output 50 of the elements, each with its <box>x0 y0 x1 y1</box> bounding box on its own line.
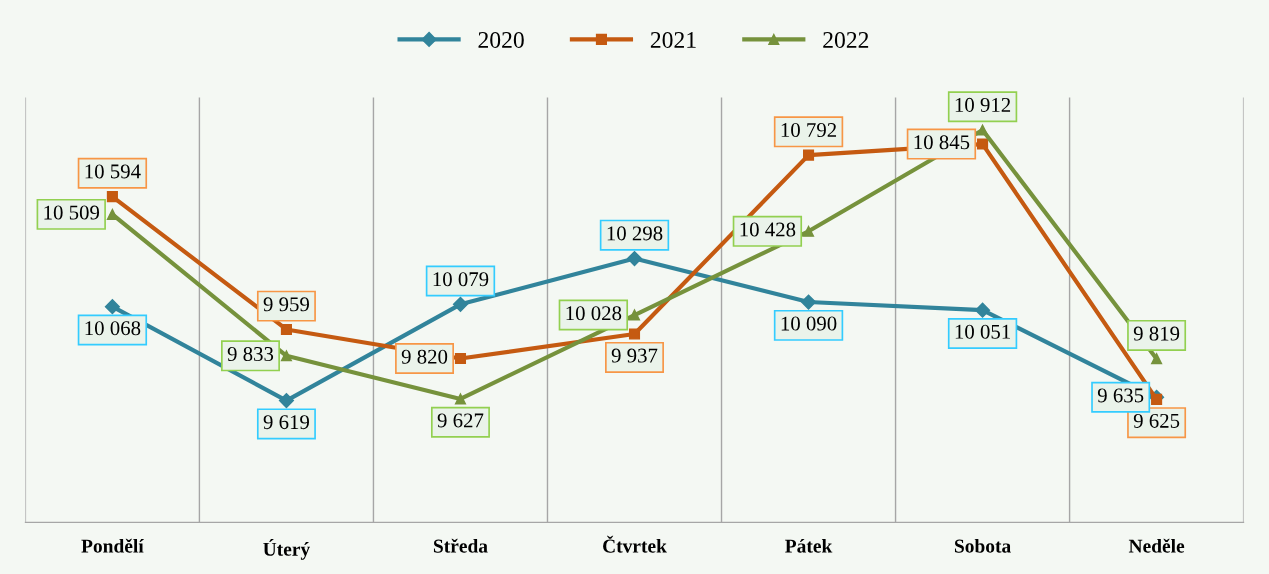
point <box>977 138 989 150</box>
point <box>106 191 118 203</box>
data-label: 10 792 <box>781 122 837 138</box>
x-tick-label: Úterý <box>263 539 310 560</box>
point <box>454 393 467 405</box>
x-tick-label: Čtvrtek <box>603 535 667 553</box>
data-label: 9 937 <box>611 348 658 363</box>
point <box>974 302 991 318</box>
data-label: 9 625 <box>1133 413 1180 428</box>
data-label: 10 051 <box>955 324 1010 339</box>
data-label: 9 820 <box>401 349 448 364</box>
x-tick-label: Neděle <box>1128 538 1185 553</box>
point <box>628 328 641 340</box>
point <box>802 149 815 161</box>
point <box>452 296 469 312</box>
point <box>280 323 292 336</box>
data-label: 9 833 <box>227 346 274 362</box>
data-label: 10 845 <box>914 135 970 150</box>
data-label: 9 627 <box>437 413 484 428</box>
point <box>626 250 643 267</box>
point <box>1151 393 1163 405</box>
data-label: 10 912 <box>955 97 1011 112</box>
point <box>802 225 815 237</box>
point <box>104 299 120 315</box>
data-label: 9 959 <box>263 297 310 312</box>
x-tick-label: Středa <box>433 538 488 553</box>
x-tick-label: Pondělí <box>81 538 144 553</box>
point <box>977 124 989 136</box>
point <box>1151 353 1163 365</box>
data-label: 10 428 <box>740 222 796 237</box>
point <box>800 294 817 310</box>
data-label: 10 090 <box>781 316 837 331</box>
data-label: 9 819 <box>1133 326 1180 341</box>
data-label: 10 068 <box>85 321 141 336</box>
data-label: 10 298 <box>607 226 663 241</box>
x-tick-label: Sobota <box>954 539 1011 553</box>
legend-label: 2021 <box>650 31 696 48</box>
data-label: 10 594 <box>85 164 141 179</box>
data-label: 10 079 <box>433 272 489 287</box>
legend-label: 2022 <box>823 31 869 48</box>
data-label: 10 028 <box>566 306 622 321</box>
point <box>280 350 292 362</box>
point <box>628 309 641 321</box>
point <box>454 352 467 365</box>
point <box>278 393 295 409</box>
data-label: 9 635 <box>1097 388 1144 403</box>
legend-label: 2020 <box>478 31 524 48</box>
data-label: 9 619 <box>263 415 310 430</box>
data-label: 10 509 <box>44 205 100 220</box>
x-tick-label: Pátek <box>785 538 833 553</box>
